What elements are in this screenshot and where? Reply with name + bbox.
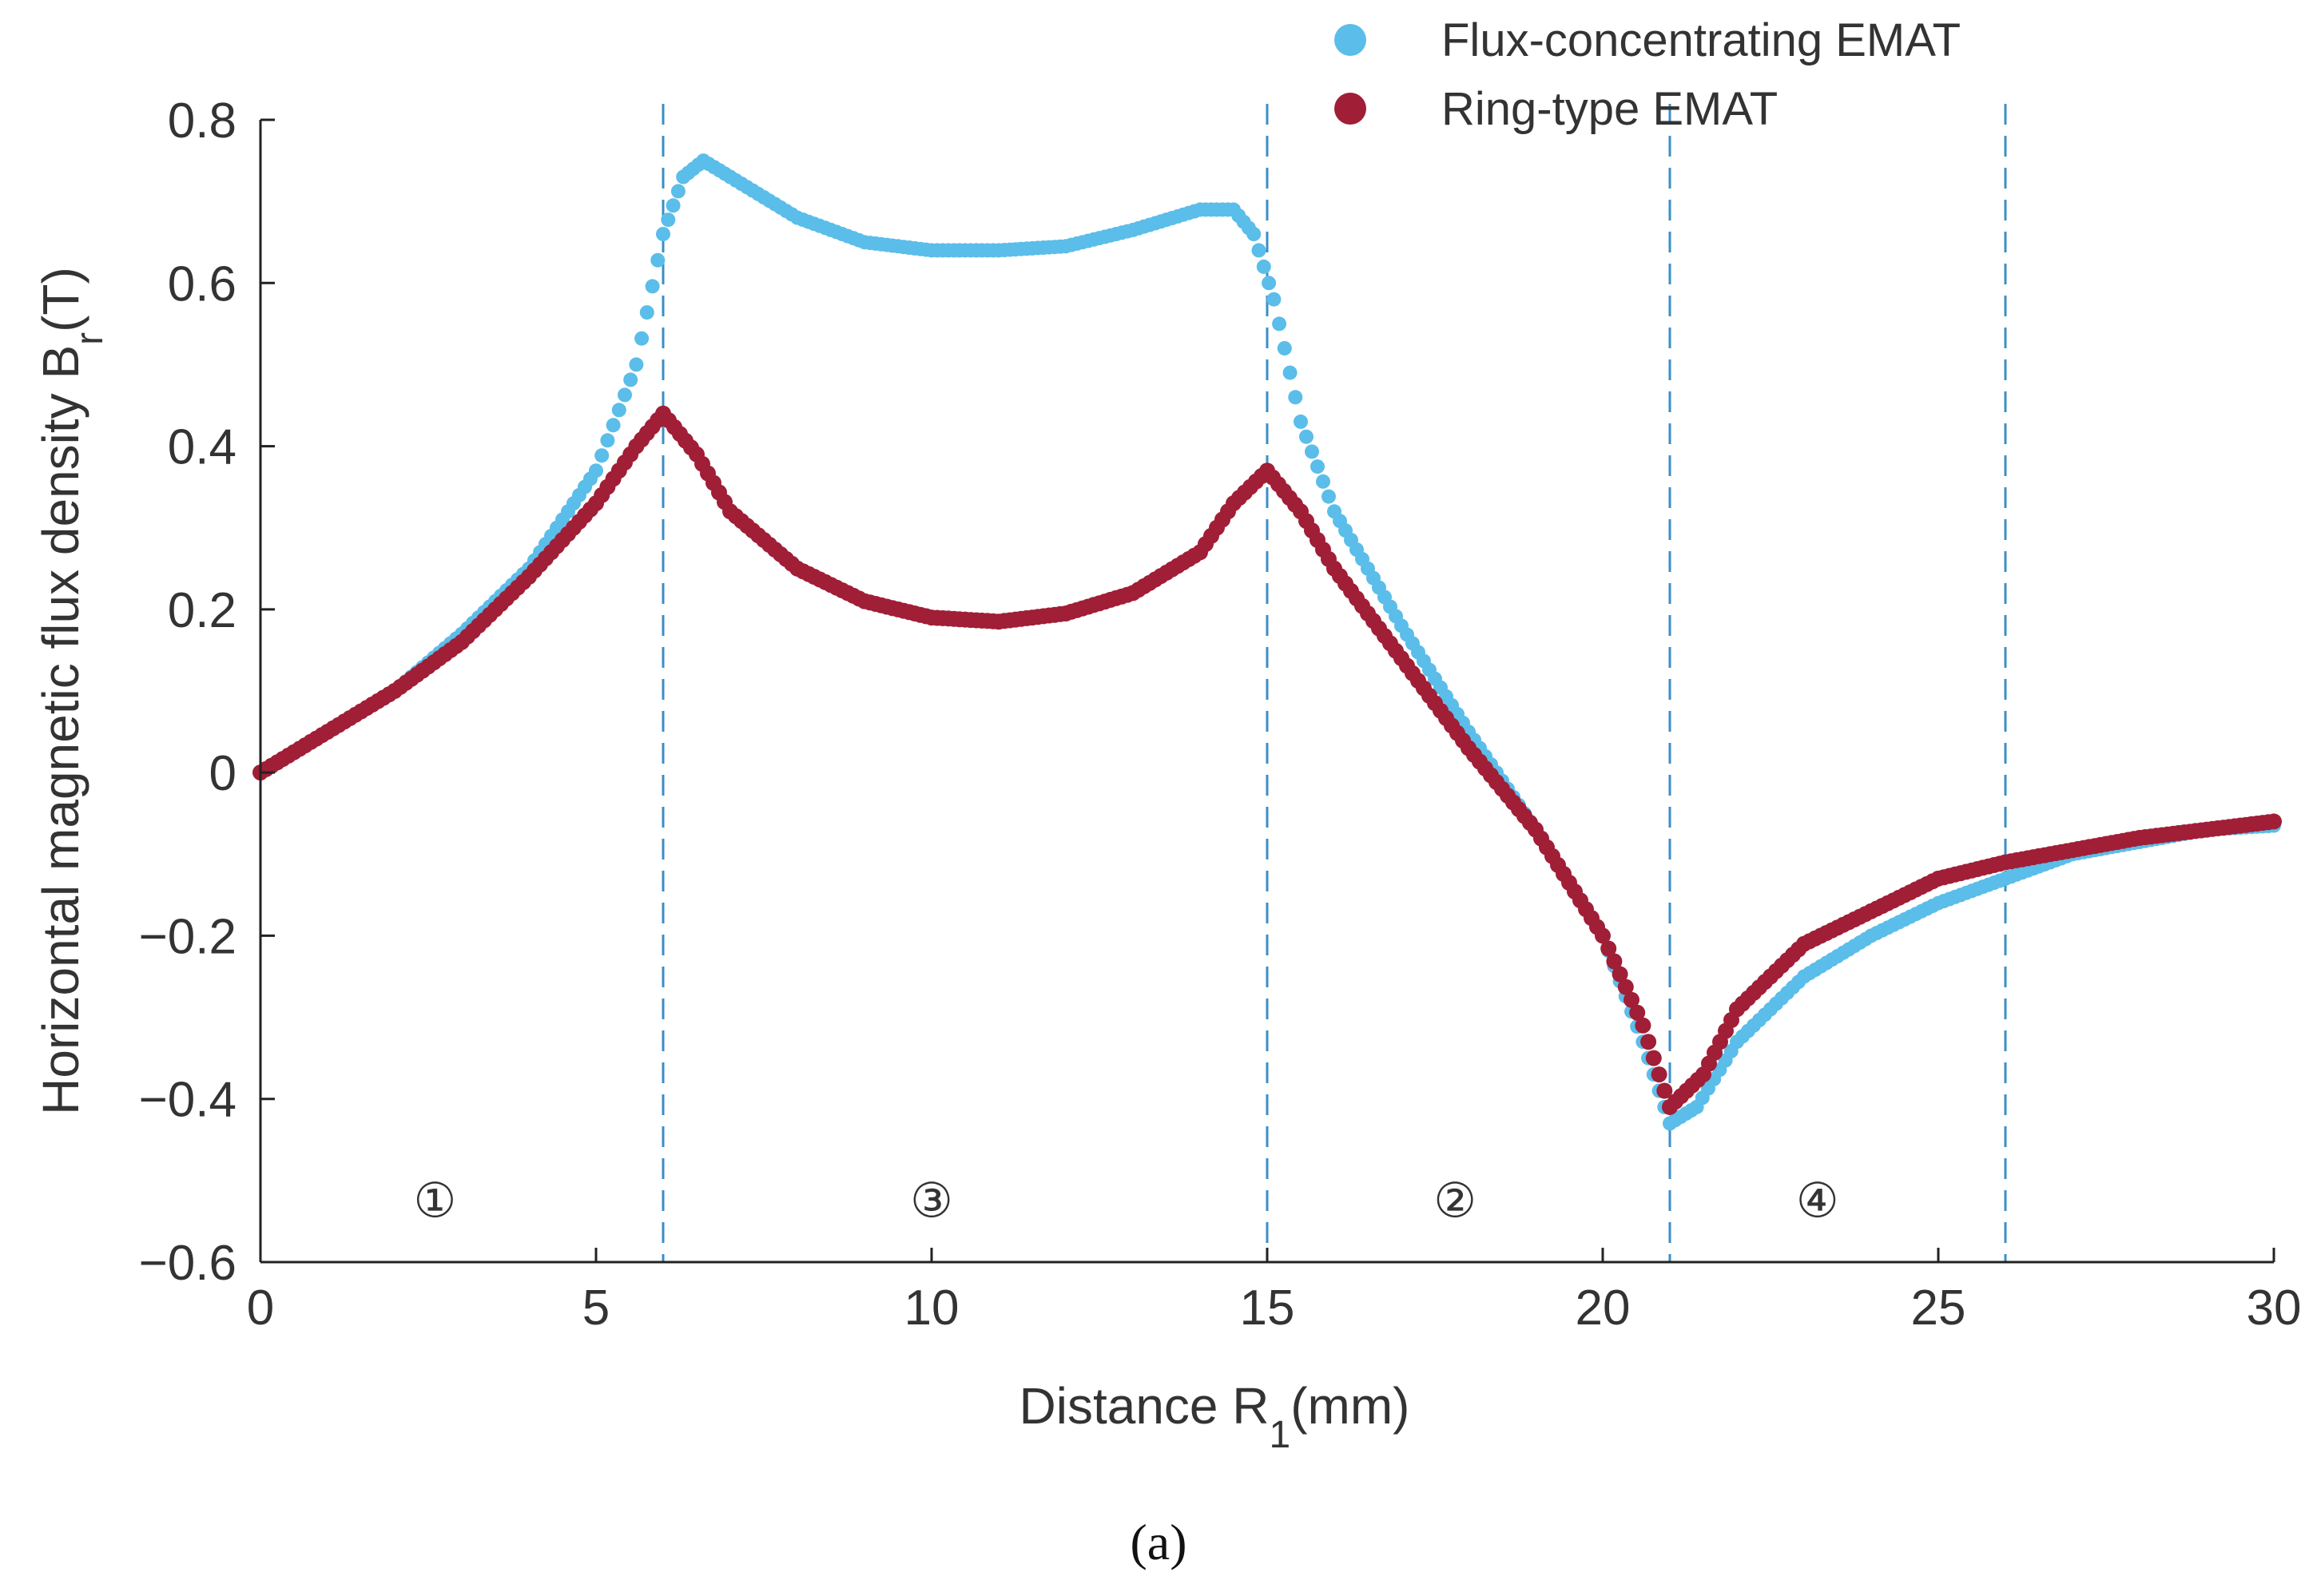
data-point — [1635, 1017, 1651, 1034]
y-tick-label: 0 — [209, 746, 236, 801]
x-tick-label: 5 — [582, 1280, 610, 1336]
data-point — [634, 331, 650, 346]
data-point — [1645, 1050, 1662, 1066]
data-point — [2266, 813, 2282, 830]
legend-marker-flux-concentrating — [1334, 24, 1366, 56]
data-point — [1256, 259, 1271, 274]
y-axis-title-subscript: r — [69, 332, 111, 345]
data-point — [1316, 474, 1330, 489]
x-axis-title-subscript: 1 — [1270, 1414, 1291, 1456]
data-point — [1282, 365, 1298, 380]
x-tick-label: 10 — [904, 1280, 960, 1336]
data-point — [1600, 940, 1617, 957]
data-point — [618, 387, 632, 403]
region-label: ① — [414, 1173, 457, 1229]
data-point — [1251, 243, 1266, 258]
region-divider-lines — [662, 104, 2007, 1262]
x-tick-label: 15 — [1240, 1280, 1295, 1336]
data-point — [670, 184, 686, 199]
data-point — [1305, 444, 1319, 459]
region-labels: ① ③ ② ④ — [414, 1173, 1839, 1229]
x-axis-title: Distance R1(mm) — [1019, 1377, 1410, 1456]
data-point — [1321, 489, 1336, 504]
legend-label-flux-concentrating: Flux-concentrating EMAT — [1441, 14, 1961, 66]
data-point — [1656, 1082, 1673, 1099]
data-point — [1651, 1066, 1667, 1083]
data-point — [639, 305, 654, 320]
y-axis-title: Horizontal magnetic flux density Br(T) — [32, 267, 111, 1115]
x-tick-label: 20 — [1576, 1280, 1631, 1336]
data-point — [623, 372, 638, 387]
x-tick-label: 25 — [1911, 1280, 1966, 1336]
y-tick-label: 0.8 — [168, 93, 236, 149]
data-point — [656, 227, 670, 241]
y-tick-label: 0.6 — [168, 256, 236, 312]
data-point — [1629, 1004, 1646, 1021]
series-ring-type — [252, 405, 2282, 1115]
data-point — [1299, 429, 1313, 444]
series-layer — [252, 153, 2282, 1131]
data-point — [1606, 953, 1623, 970]
data-point — [1595, 927, 1611, 944]
data-point — [600, 433, 615, 448]
data-point — [1266, 292, 1282, 307]
data-point — [589, 463, 603, 478]
legend-label-ring-type: Ring-type EMAT — [1441, 83, 1778, 135]
ticks: 0 5 10 15 20 25 30 −0.6 −0.4 −0.2 0 0.2 0.4 0.6 0.8 — [139, 93, 2302, 1336]
y-tick-label: 0.2 — [168, 583, 236, 638]
data-point — [606, 418, 621, 433]
x-tick-label: 0 — [247, 1280, 274, 1336]
region-label: ② — [1433, 1173, 1476, 1229]
legend: Flux-concentrating EMAT Ring-type EMAT — [1334, 14, 1961, 135]
data-point — [645, 279, 660, 294]
data-point — [1288, 390, 1303, 405]
data-point — [1262, 276, 1277, 291]
y-tick-label: −0.2 — [139, 909, 236, 964]
region-label: ④ — [1796, 1173, 1839, 1229]
y-tick-label: 0.4 — [168, 420, 236, 475]
data-point — [594, 448, 610, 463]
x-tick-label: 30 — [2247, 1280, 2302, 1336]
data-point — [1272, 316, 1287, 332]
data-point — [1246, 227, 1262, 241]
data-point — [1617, 979, 1634, 995]
legend-marker-ring-type — [1334, 93, 1366, 125]
data-point — [1612, 966, 1628, 983]
data-point — [1277, 341, 1292, 355]
y-axis-title-unit: (T) — [32, 267, 89, 332]
data-point — [1640, 1034, 1657, 1050]
x-axis-title-unit: (mm) — [1290, 1377, 1409, 1435]
data-point — [611, 403, 626, 418]
region-label: ③ — [910, 1173, 953, 1229]
figure-caption: (a) — [1130, 1514, 1186, 1570]
data-point — [1294, 414, 1308, 429]
data-point — [661, 212, 676, 228]
data-point — [629, 357, 644, 372]
data-point — [1623, 991, 1639, 1008]
data-point — [1310, 459, 1325, 474]
data-point — [666, 198, 681, 213]
data-point — [650, 252, 666, 268]
y-tick-label: −0.6 — [139, 1236, 236, 1291]
y-tick-label: −0.4 — [139, 1073, 236, 1128]
